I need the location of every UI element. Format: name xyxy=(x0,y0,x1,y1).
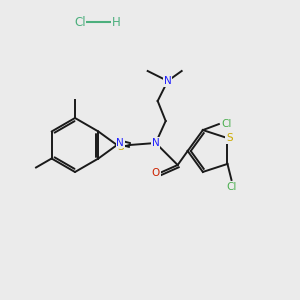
Text: Cl: Cl xyxy=(226,182,237,192)
Text: S: S xyxy=(117,142,124,152)
Text: S: S xyxy=(226,133,233,143)
Text: Cl: Cl xyxy=(74,16,86,28)
Text: Cl: Cl xyxy=(222,119,232,129)
Text: N: N xyxy=(164,76,172,86)
Text: O: O xyxy=(152,168,160,178)
Text: H: H xyxy=(112,16,120,28)
Text: N: N xyxy=(152,138,160,148)
Text: N: N xyxy=(116,138,124,148)
